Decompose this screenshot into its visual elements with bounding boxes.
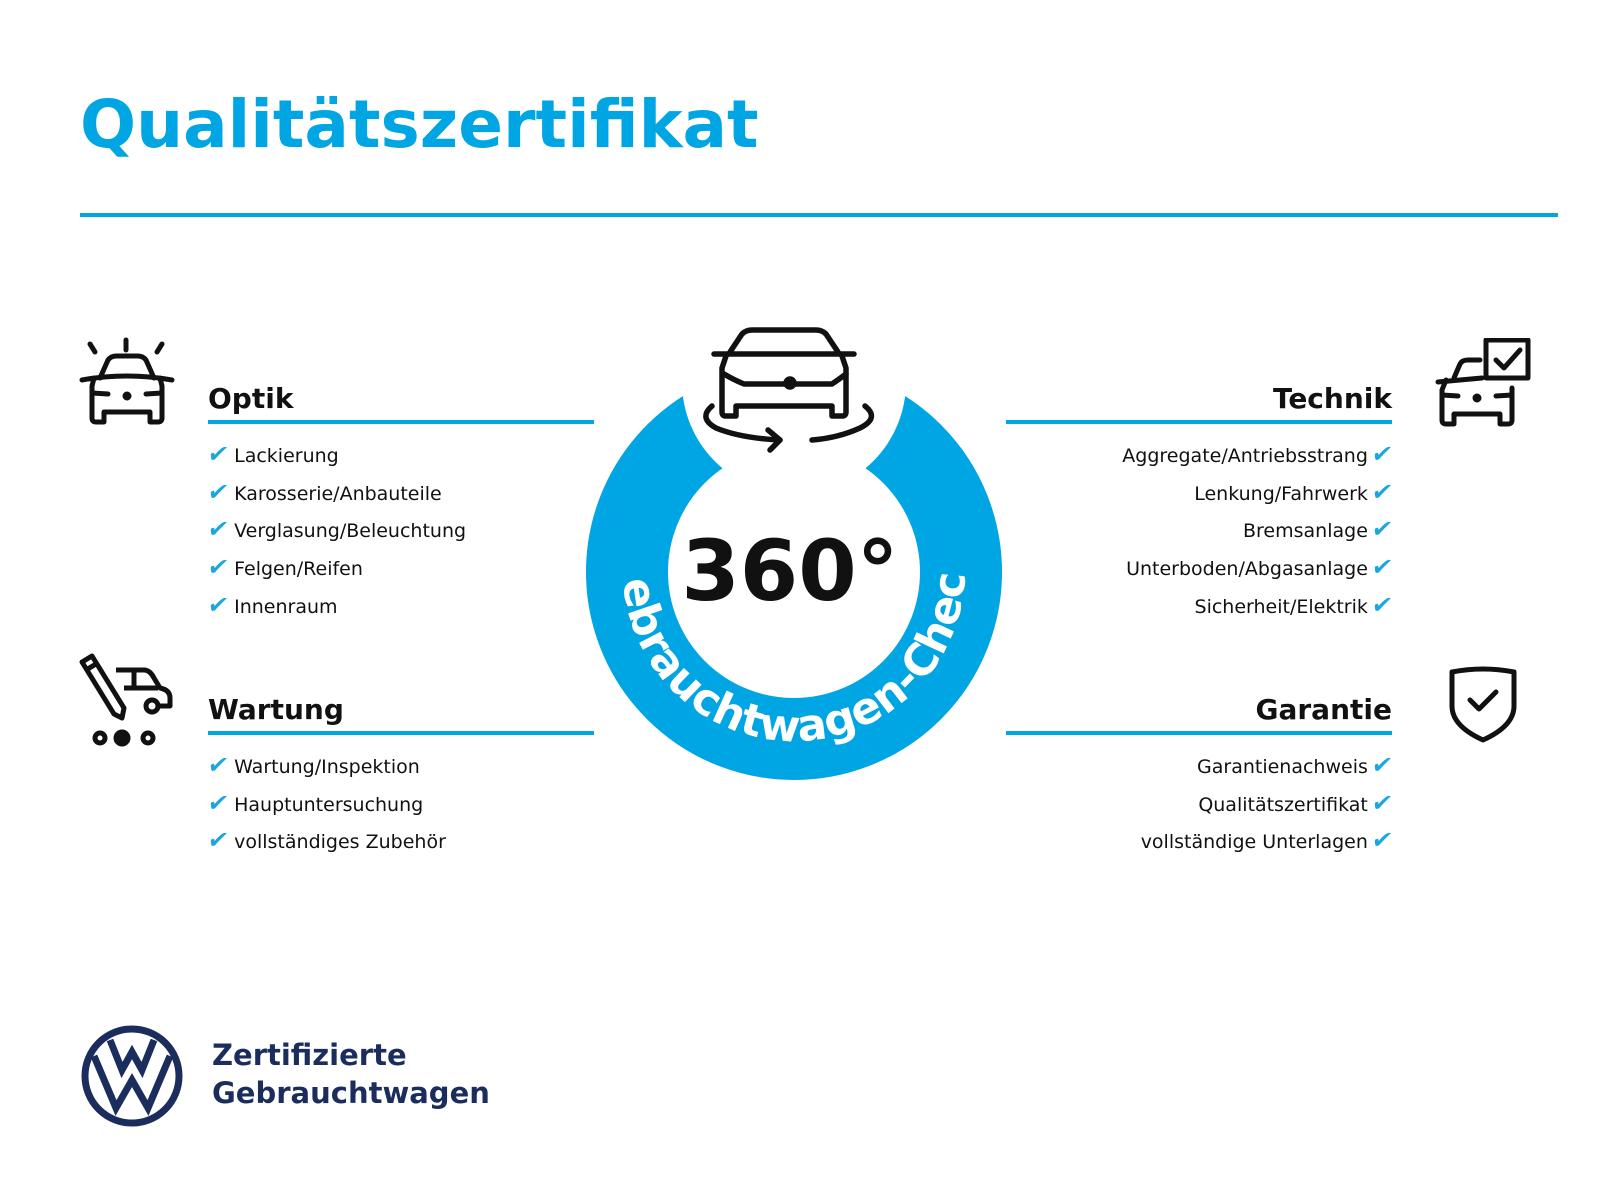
check-icon: ✔: [1369, 788, 1395, 817]
check-icon: ✔: [205, 751, 231, 779]
section-divider: [1006, 731, 1392, 735]
list-item: Aggregate/Antriebsstrang✔: [1006, 436, 1394, 474]
check-icon: ✔: [1369, 751, 1395, 779]
list-item: ✔ Innenraum: [205, 587, 594, 625]
check-icon: ✔: [205, 590, 231, 619]
item-label: Unterboden/Abgasanlage: [1126, 558, 1368, 581]
list-item: Sicherheit/Elektrik✔: [1006, 587, 1395, 625]
check-icon: ✔: [1369, 553, 1395, 582]
item-label: Qualitätszertifikat: [1198, 793, 1368, 816]
item-label: Wartung/Inspektion: [234, 756, 420, 778]
page-title: Qualitätszertifikat: [80, 86, 759, 163]
section-garantie: Garantie Garantienachweis✔ Qualitätszert…: [1006, 691, 1395, 860]
item-label: Sicherheit/Elektrik: [1194, 595, 1368, 618]
list-item: Qualitätszertifikat✔: [1006, 785, 1394, 823]
item-label: Karosserie/Anbauteile: [234, 482, 442, 505]
list-item: ✔ Hauptuntersuchung: [205, 785, 594, 823]
section-optik: Optik ✔ Lackierung ✔ Karosserie/Anbauteile…: [205, 380, 594, 625]
item-label: Aggregate/Antriebsstrang: [1122, 445, 1368, 467]
item-label: Felgen/Reifen: [234, 558, 363, 581]
check-icon: ✔: [1369, 826, 1395, 855]
check-icon: ✔: [205, 788, 231, 817]
car-rotate-icon: [703, 327, 875, 453]
360-check-badge: Gebrauchtwagen-Check 360°: [580, 320, 1002, 780]
section-heading: Technik: [1272, 382, 1392, 415]
car-shine-icon: [79, 337, 175, 425]
item-label: Lackierung: [234, 445, 339, 467]
section-divider: [208, 420, 594, 424]
item-label: vollständiges Zubehör: [234, 831, 446, 854]
vw-logo: [81, 1025, 183, 1127]
list-item: ✔ Felgen/Reifen: [205, 549, 594, 587]
footer-brand-text: Zertifizierte Gebrauchtwagen: [212, 1036, 490, 1112]
check-icon: ✔: [1369, 477, 1395, 506]
title-divider: [80, 213, 1558, 217]
item-label: Bremsanlage: [1243, 520, 1368, 543]
check-icon: ✔: [205, 477, 231, 506]
car-service-icon: [79, 653, 173, 747]
item-label: Garantienachweis: [1197, 756, 1368, 778]
list-item: ✔ Wartung/Inspektion: [205, 747, 594, 785]
section-heading: Optik: [208, 382, 294, 415]
list-item: Garantienachweis✔: [1006, 747, 1395, 785]
check-icon: ✔: [1369, 590, 1395, 619]
footer-line2: Gebrauchtwagen: [212, 1076, 490, 1110]
check-icon: ✔: [1369, 515, 1395, 544]
list-item: Unterboden/Abgasanlage✔: [1006, 549, 1395, 587]
section-wartung: Wartung ✔ Wartung/Inspektion ✔ Hauptunters…: [205, 691, 594, 860]
item-label: vollständige Unterlagen: [1140, 831, 1368, 854]
check-icon: ✔: [205, 440, 231, 468]
item-label: Lenkung/Fahrwerk: [1194, 482, 1368, 505]
section-divider: [208, 731, 594, 735]
check-icon: ✔: [205, 515, 231, 544]
section-heading: Garantie: [1255, 693, 1393, 726]
badge-360-text: 360°: [681, 522, 898, 620]
section-technik: Technik Aggregate/Antriebsstrang✔ Lenkun…: [1006, 380, 1395, 625]
list-item: Lenkung/Fahrwerk✔: [1006, 474, 1394, 512]
check-icon: ✔: [205, 826, 231, 855]
list-item: ✔ Verglasung/Beleuchtung: [205, 511, 594, 549]
section-divider: [1006, 420, 1392, 424]
item-label: Verglasung/Beleuchtung: [234, 520, 467, 543]
list-item: ✔ vollständiges Zubehör: [205, 822, 594, 860]
shield-check-icon: [1449, 666, 1517, 743]
section-heading: Wartung: [208, 693, 344, 726]
list-item: vollständige Unterlagen✔: [1006, 822, 1395, 860]
item-label: Innenraum: [234, 595, 338, 618]
check-icon: ✔: [1369, 440, 1395, 468]
item-label: Hauptuntersuchung: [234, 793, 424, 816]
footer-line1: Zertifizierte: [212, 1038, 407, 1072]
car-check-icon: [1435, 338, 1531, 427]
check-icon: ✔: [205, 553, 231, 582]
list-item: ✔ Lackierung: [205, 436, 594, 474]
list-item: ✔ Karosserie/Anbauteile: [205, 474, 594, 512]
list-item: Bremsanlage✔: [1006, 511, 1395, 549]
